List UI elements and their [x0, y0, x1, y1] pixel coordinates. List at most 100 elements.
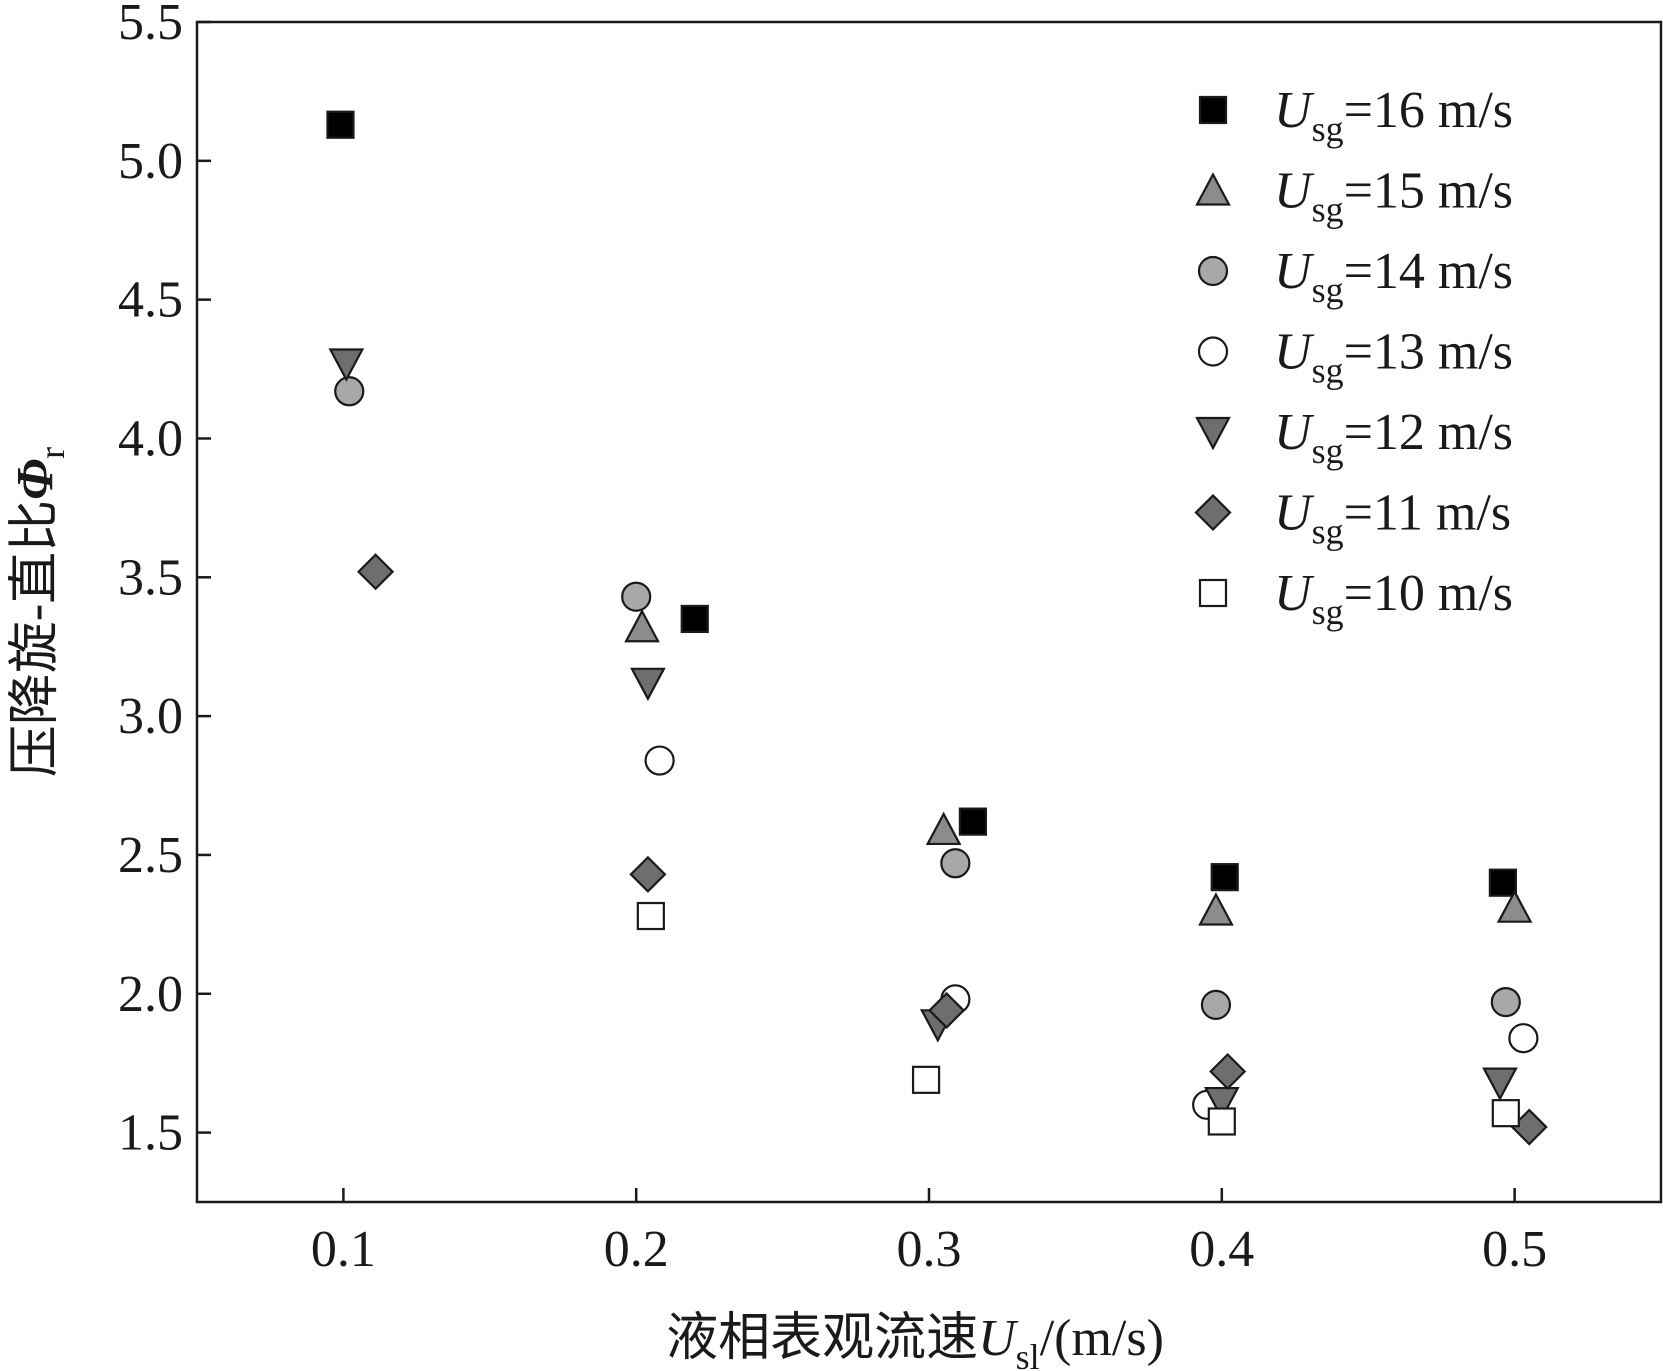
x-tick-label: 0.3 [897, 1221, 962, 1278]
data-point [636, 901, 665, 931]
data-point [928, 991, 966, 1029]
legend-value: =16 m/s [1344, 82, 1513, 139]
legend-subscript: sg [1312, 190, 1344, 230]
legend-marker [1198, 95, 1228, 125]
data-point [1209, 1052, 1247, 1091]
x-tick-label: 0.1 [311, 1221, 376, 1278]
x-axis-label-suffix: /(m/s) [1040, 1310, 1164, 1367]
y-axis-label-subscript: r [32, 447, 72, 459]
data-point [1207, 1107, 1236, 1136]
y-tick-label: 5.0 [118, 133, 183, 190]
series-3 [644, 745, 1539, 1120]
x-axis-label: 液相表观流速Usl/(m/s) [666, 1310, 1164, 1371]
legend-value: =10 m/s [1344, 565, 1513, 622]
x-tick-label: 0.4 [1189, 1221, 1254, 1278]
legend-subscript: sg [1312, 592, 1344, 632]
legend-symbol: U [1274, 565, 1315, 622]
data-point [357, 553, 395, 591]
data-point [940, 848, 971, 879]
legend-symbol: U [1274, 404, 1315, 461]
series-2 [334, 376, 1521, 1020]
data-point [1200, 989, 1232, 1020]
y-axis-label-symbol: Φ [7, 459, 64, 500]
legend-label: Usg=15 m/s [1274, 163, 1513, 230]
legend-marker [1195, 416, 1231, 451]
x-axis: 0.1 0.2 0.3 0.4 0.5 [311, 1188, 1547, 1278]
legend-marker [1194, 493, 1232, 532]
legend-subscript: sg [1312, 431, 1344, 471]
legend-subscript: sg [1312, 109, 1344, 149]
series-1 [624, 608, 1533, 926]
legend-item: Usg=11 m/s [1194, 485, 1511, 552]
legend-label: Usg=16 m/s [1274, 82, 1513, 149]
legend-symbol: U [1274, 163, 1315, 220]
legend-value: =12 m/s [1344, 404, 1513, 461]
legend-label: Usg=12 m/s [1274, 404, 1513, 471]
legend-marker [1198, 578, 1228, 608]
legend-item: Usg=16 m/s [1198, 82, 1513, 149]
data-point [680, 604, 709, 634]
y-tick-label: 5.5 [118, 0, 183, 51]
legend-subscript: sg [1312, 270, 1344, 310]
x-axis-label-symbol: U [978, 1310, 1019, 1367]
data-point [925, 811, 962, 846]
y-axis-label: 压降旋-直比Φr [7, 447, 72, 777]
legend-label: Usg=10 m/s [1274, 565, 1513, 632]
legend-marker [1197, 336, 1229, 367]
x-tick-label: 0.2 [604, 1221, 669, 1278]
legend-subscript: sg [1312, 512, 1344, 552]
legend-item: Usg=14 m/s [1197, 243, 1513, 310]
series-5 [357, 553, 1548, 1146]
y-tick-label: 2.0 [118, 966, 183, 1023]
y-tick-label: 4.5 [118, 272, 183, 329]
x-axis-label-prefix: 液相表观流速 [666, 1310, 978, 1367]
data-point [958, 807, 988, 836]
legend-symbol: U [1274, 82, 1315, 139]
y-tick-label: 4.0 [118, 410, 183, 467]
y-tick-label: 1.5 [118, 1105, 183, 1162]
data-point [1496, 889, 1533, 923]
legend-item: Usg=13 m/s [1197, 324, 1513, 391]
data-points [326, 110, 1548, 1146]
legend-marker [1195, 172, 1231, 206]
legend-symbol: U [1274, 243, 1315, 300]
y-axis-label-prefix: 压降旋-直比 [7, 500, 64, 777]
data-point [1508, 1023, 1539, 1054]
y-tick-label: 2.5 [118, 827, 183, 884]
data-point [328, 348, 365, 382]
data-point [644, 745, 675, 776]
legend-value: =13 m/s [1344, 324, 1513, 381]
x-axis-label-subscript: sl [1016, 1337, 1040, 1371]
data-point [911, 1065, 941, 1094]
data-point [1482, 1067, 1518, 1101]
data-point [621, 581, 652, 612]
legend-value: =11 m/s [1344, 485, 1512, 542]
data-point [1203, 1086, 1240, 1121]
series-6 [636, 901, 1520, 1136]
legend-symbol: U [1274, 485, 1315, 542]
legend-subscript: sg [1312, 351, 1344, 391]
legend-label: Usg=14 m/s [1274, 243, 1513, 310]
legend-label: Usg=11 m/s [1274, 485, 1511, 552]
y-axis: 1.5 2.0 2.5 3.0 3.5 4.0 4.5 5.0 5.5 [118, 0, 211, 1162]
legend-marker [1197, 255, 1229, 287]
legend-symbol: U [1274, 324, 1315, 381]
y-tick-label: 3.0 [118, 688, 183, 745]
x-tick-label: 0.5 [1482, 1221, 1547, 1278]
data-point [326, 110, 355, 139]
data-point [630, 667, 666, 702]
data-point [334, 376, 365, 407]
data-point [1210, 863, 1239, 892]
y-tick-label: 3.5 [118, 549, 183, 606]
data-point [1490, 986, 1521, 1018]
legend-label: Usg=13 m/s [1274, 324, 1513, 391]
legend-value: =14 m/s [1344, 243, 1513, 300]
data-point [629, 855, 667, 893]
data-point [1491, 1099, 1520, 1128]
legend-value: =15 m/s [1344, 163, 1513, 220]
data-point [1488, 868, 1517, 897]
legend-item: Usg=12 m/s [1195, 404, 1513, 471]
data-point [624, 608, 660, 643]
series-0 [326, 110, 1517, 897]
data-point [1198, 892, 1234, 926]
